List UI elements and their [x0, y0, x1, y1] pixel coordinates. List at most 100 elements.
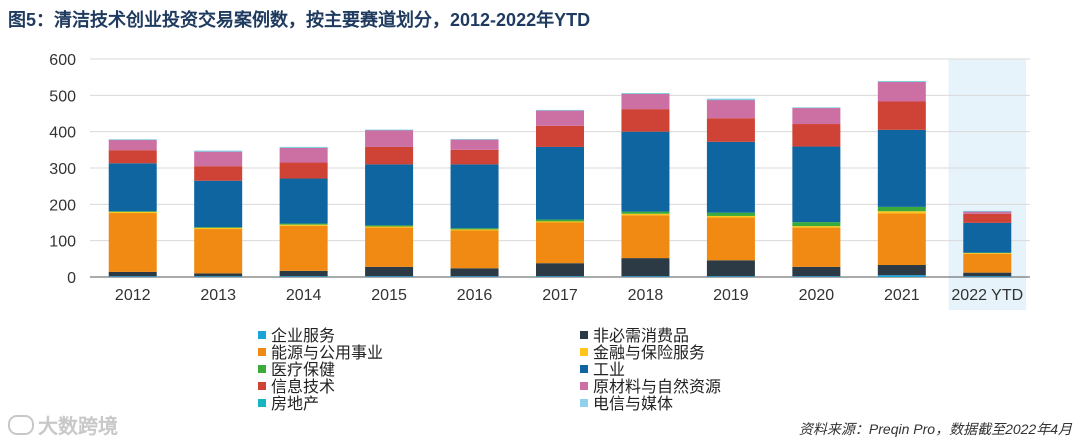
bar-segment [108, 271, 157, 277]
bar-segment [450, 139, 499, 150]
bar-segment [450, 149, 499, 165]
bar-segment [963, 253, 1012, 254]
x-tick-label: 2019 [713, 287, 749, 304]
legend-label: 工业 [593, 360, 626, 379]
legend-item: 金融与保险服务 [580, 339, 705, 363]
x-tick-label: 2021 [884, 287, 920, 304]
legend-label: 能源与公用事业 [271, 343, 384, 362]
legend-swatch [580, 331, 588, 339]
bar-segment [621, 211, 670, 214]
bar-segment [621, 215, 670, 259]
bar-segment [963, 272, 1012, 277]
x-tick-label: 2012 [115, 287, 151, 304]
bar-segment [963, 222, 1012, 253]
bar-segment [792, 108, 841, 125]
legend-swatch [258, 399, 266, 407]
bar-segment [194, 273, 243, 277]
legend-swatch [580, 399, 588, 407]
legend-item: 房地产 [258, 390, 319, 414]
bar-segment [792, 146, 841, 223]
x-tick-label: 2015 [371, 287, 407, 304]
bar-segment [621, 213, 670, 216]
bar-segment [877, 101, 926, 130]
bar-segment [450, 276, 499, 277]
bar-segment [877, 129, 926, 207]
bar-segment [621, 258, 670, 277]
bar-segment [450, 230, 499, 269]
bar-segment [706, 260, 755, 277]
bar-segment [365, 130, 414, 147]
bar-segment [450, 268, 499, 277]
legend-swatch [258, 365, 266, 373]
x-tick-label: 2014 [286, 287, 322, 304]
x-tick-label: 2022 YTD [951, 287, 1023, 304]
bar-segment [792, 266, 841, 277]
bar-segment [706, 118, 755, 142]
x-tick-label: 2013 [200, 287, 236, 304]
bar-segment [536, 276, 584, 277]
bar-segment [877, 275, 926, 277]
watermark-logo-icon [8, 415, 34, 435]
bar-segment [194, 227, 243, 230]
legend-item: 企业服务 [258, 322, 335, 346]
bar-segment [279, 178, 328, 224]
bar-segment [877, 81, 926, 102]
legend-item: 医疗保健 [258, 356, 335, 380]
bar-segment [365, 146, 414, 165]
legend-label: 金融与保险服务 [593, 343, 706, 362]
y-tick-label: 300 [49, 161, 76, 178]
bar-segment [108, 213, 157, 272]
bar-segment [108, 163, 157, 212]
y-tick-label: 400 [49, 125, 76, 142]
legend-label: 原材料与自然资源 [593, 377, 722, 396]
chart-title: 图5：清洁技术创业投资交易案例数，按主要赛道划分，2012-2022年YTD [8, 10, 591, 30]
bar-segment [279, 223, 328, 225]
bar-segment [108, 140, 157, 151]
bar-segment [963, 213, 1012, 223]
bar-segment [877, 213, 926, 266]
x-tick-label: 2016 [457, 287, 493, 304]
legend-swatch [580, 348, 588, 356]
bar-segment [706, 100, 755, 119]
legend-label: 电信与媒体 [593, 394, 674, 413]
x-tick-label: 2018 [628, 287, 664, 304]
bar-segment [365, 164, 414, 226]
legend-item: 能源与公用事业 [258, 339, 383, 363]
bar-segment [194, 151, 243, 167]
bar-segment [877, 206, 926, 212]
legend-item: 电信与媒体 [580, 390, 673, 414]
bar-segment [279, 148, 328, 163]
stacked-bar-chart: 0 100 200 300 400 500 600 2012 2013 2014 2015 2016 2… [49, 52, 1030, 310]
y-tick-label: 500 [49, 88, 76, 105]
y-tick-label: 0 [67, 270, 76, 287]
bar-segment [279, 276, 328, 277]
bar-segment [706, 212, 755, 216]
bar-segment [365, 227, 414, 267]
x-tick-label: 2017 [542, 287, 578, 304]
legend-label: 企业服务 [271, 326, 336, 345]
bar-segment [621, 276, 670, 277]
bar-segment [450, 228, 499, 230]
bar-segment [963, 211, 1012, 214]
y-tick-label: 600 [49, 52, 76, 69]
bar-segment [194, 150, 243, 152]
bar-segment [706, 217, 755, 261]
bar-segment [194, 227, 243, 228]
bar-segment [108, 211, 157, 214]
source-note: 资料来源：Preqin Pro，数据截至2022年4月 [798, 421, 1072, 437]
bar-segment [877, 211, 926, 214]
bar-segment [108, 276, 157, 277]
legend-swatch [258, 382, 266, 390]
legend-swatch [258, 331, 266, 339]
bar-segment [792, 276, 841, 277]
bar-segment [194, 166, 243, 181]
bar-segment [706, 276, 755, 277]
bar-segment [706, 98, 755, 100]
bar-segment [963, 276, 1012, 277]
watermark-text: 大数跨境 [38, 416, 118, 438]
watermark: 大数跨境 [8, 410, 118, 439]
bar-segment [365, 276, 414, 277]
bar-segment [450, 229, 499, 231]
bar-segment [365, 266, 414, 277]
legend-item: 信息技术 [258, 373, 335, 397]
